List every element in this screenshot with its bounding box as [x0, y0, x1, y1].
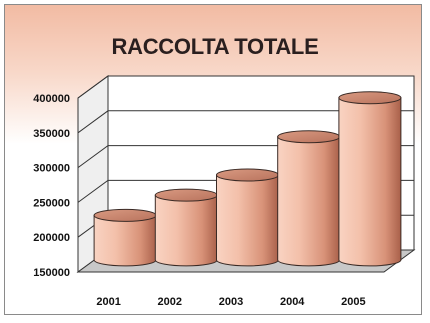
bars [93, 91, 402, 267]
bar-body [338, 97, 402, 267]
x-tick-label: 2003 [219, 296, 243, 308]
y-tick-label: 300000 [33, 163, 70, 175]
bar [338, 91, 402, 267]
bar-top [277, 130, 341, 144]
bar-top [154, 188, 218, 202]
x-tick-label: 2001 [96, 296, 120, 308]
y-tick-label: 250000 [33, 197, 70, 209]
grid-line [77, 75, 414, 99]
bar-top [216, 168, 279, 182]
bar [277, 130, 341, 267]
chart-title: RACCOLTA TOTALE [111, 34, 319, 59]
x-tick-label: 2002 [158, 296, 182, 308]
bar-top [338, 91, 402, 105]
y-tick-label: 400000 [33, 93, 70, 105]
y-tick-label: 150000 [33, 267, 70, 279]
y-tick-label: 350000 [33, 128, 70, 140]
bar [216, 168, 279, 267]
x-axis-ticks: 2001 2002 2003 2004 2005 [96, 296, 365, 308]
bar [154, 188, 218, 267]
bar-body [216, 174, 279, 267]
x-tick-label: 2004 [280, 296, 305, 308]
bar-body [277, 136, 341, 267]
bar [93, 208, 157, 267]
bar-body [154, 194, 218, 267]
y-axis-ticks: 150000 200000 250000 300000 350000 400000 [33, 93, 70, 279]
x-tick-label: 2005 [341, 296, 365, 308]
bar-top [93, 208, 157, 222]
grid-line [77, 110, 414, 134]
bar-body [93, 214, 157, 267]
y-tick-label: 200000 [33, 232, 70, 244]
